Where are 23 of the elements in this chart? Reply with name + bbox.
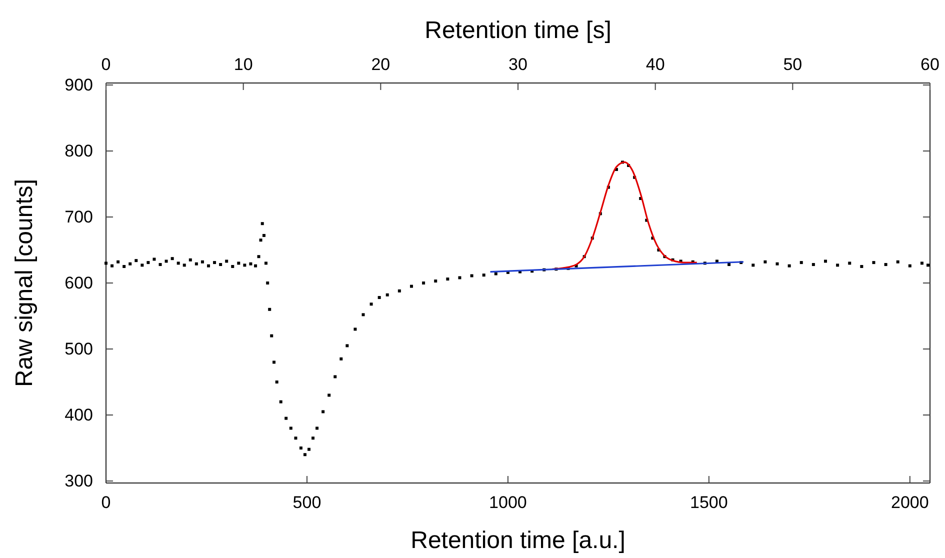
x2-axis-title: Retention time [s] (424, 17, 612, 44)
x-tick-label: 1000 (489, 493, 527, 512)
x2-tick-label: 50 (783, 55, 802, 74)
x-tick-label: 0 (101, 493, 111, 512)
y-tick-label: 900 (64, 75, 93, 94)
y-tick-label: 800 (64, 141, 93, 160)
x-tick-label: 500 (292, 493, 322, 512)
y-tick-label: 500 (64, 339, 93, 358)
y-tick-label: 300 (64, 471, 93, 490)
line-series (551, 161, 698, 270)
x2-tick-label: 10 (234, 55, 253, 74)
y-tick-label: 400 (64, 405, 93, 424)
x-tick-label: 2000 (890, 493, 929, 512)
x2-tick-label: 60 (920, 55, 940, 74)
y-axis-title: Raw signal [counts] (11, 178, 38, 388)
x2-tick-label: 0 (101, 55, 111, 74)
y-tick-label: 600 (64, 273, 93, 292)
x-axis-title: Retention time [a.u.] (410, 527, 626, 554)
x2-tick-label: 40 (646, 55, 665, 74)
x2-tick-label: 20 (371, 55, 390, 74)
y-tick-label: 700 (64, 207, 93, 226)
x2-tick-label: 30 (508, 55, 528, 74)
x-tick-label: 1500 (690, 493, 728, 512)
